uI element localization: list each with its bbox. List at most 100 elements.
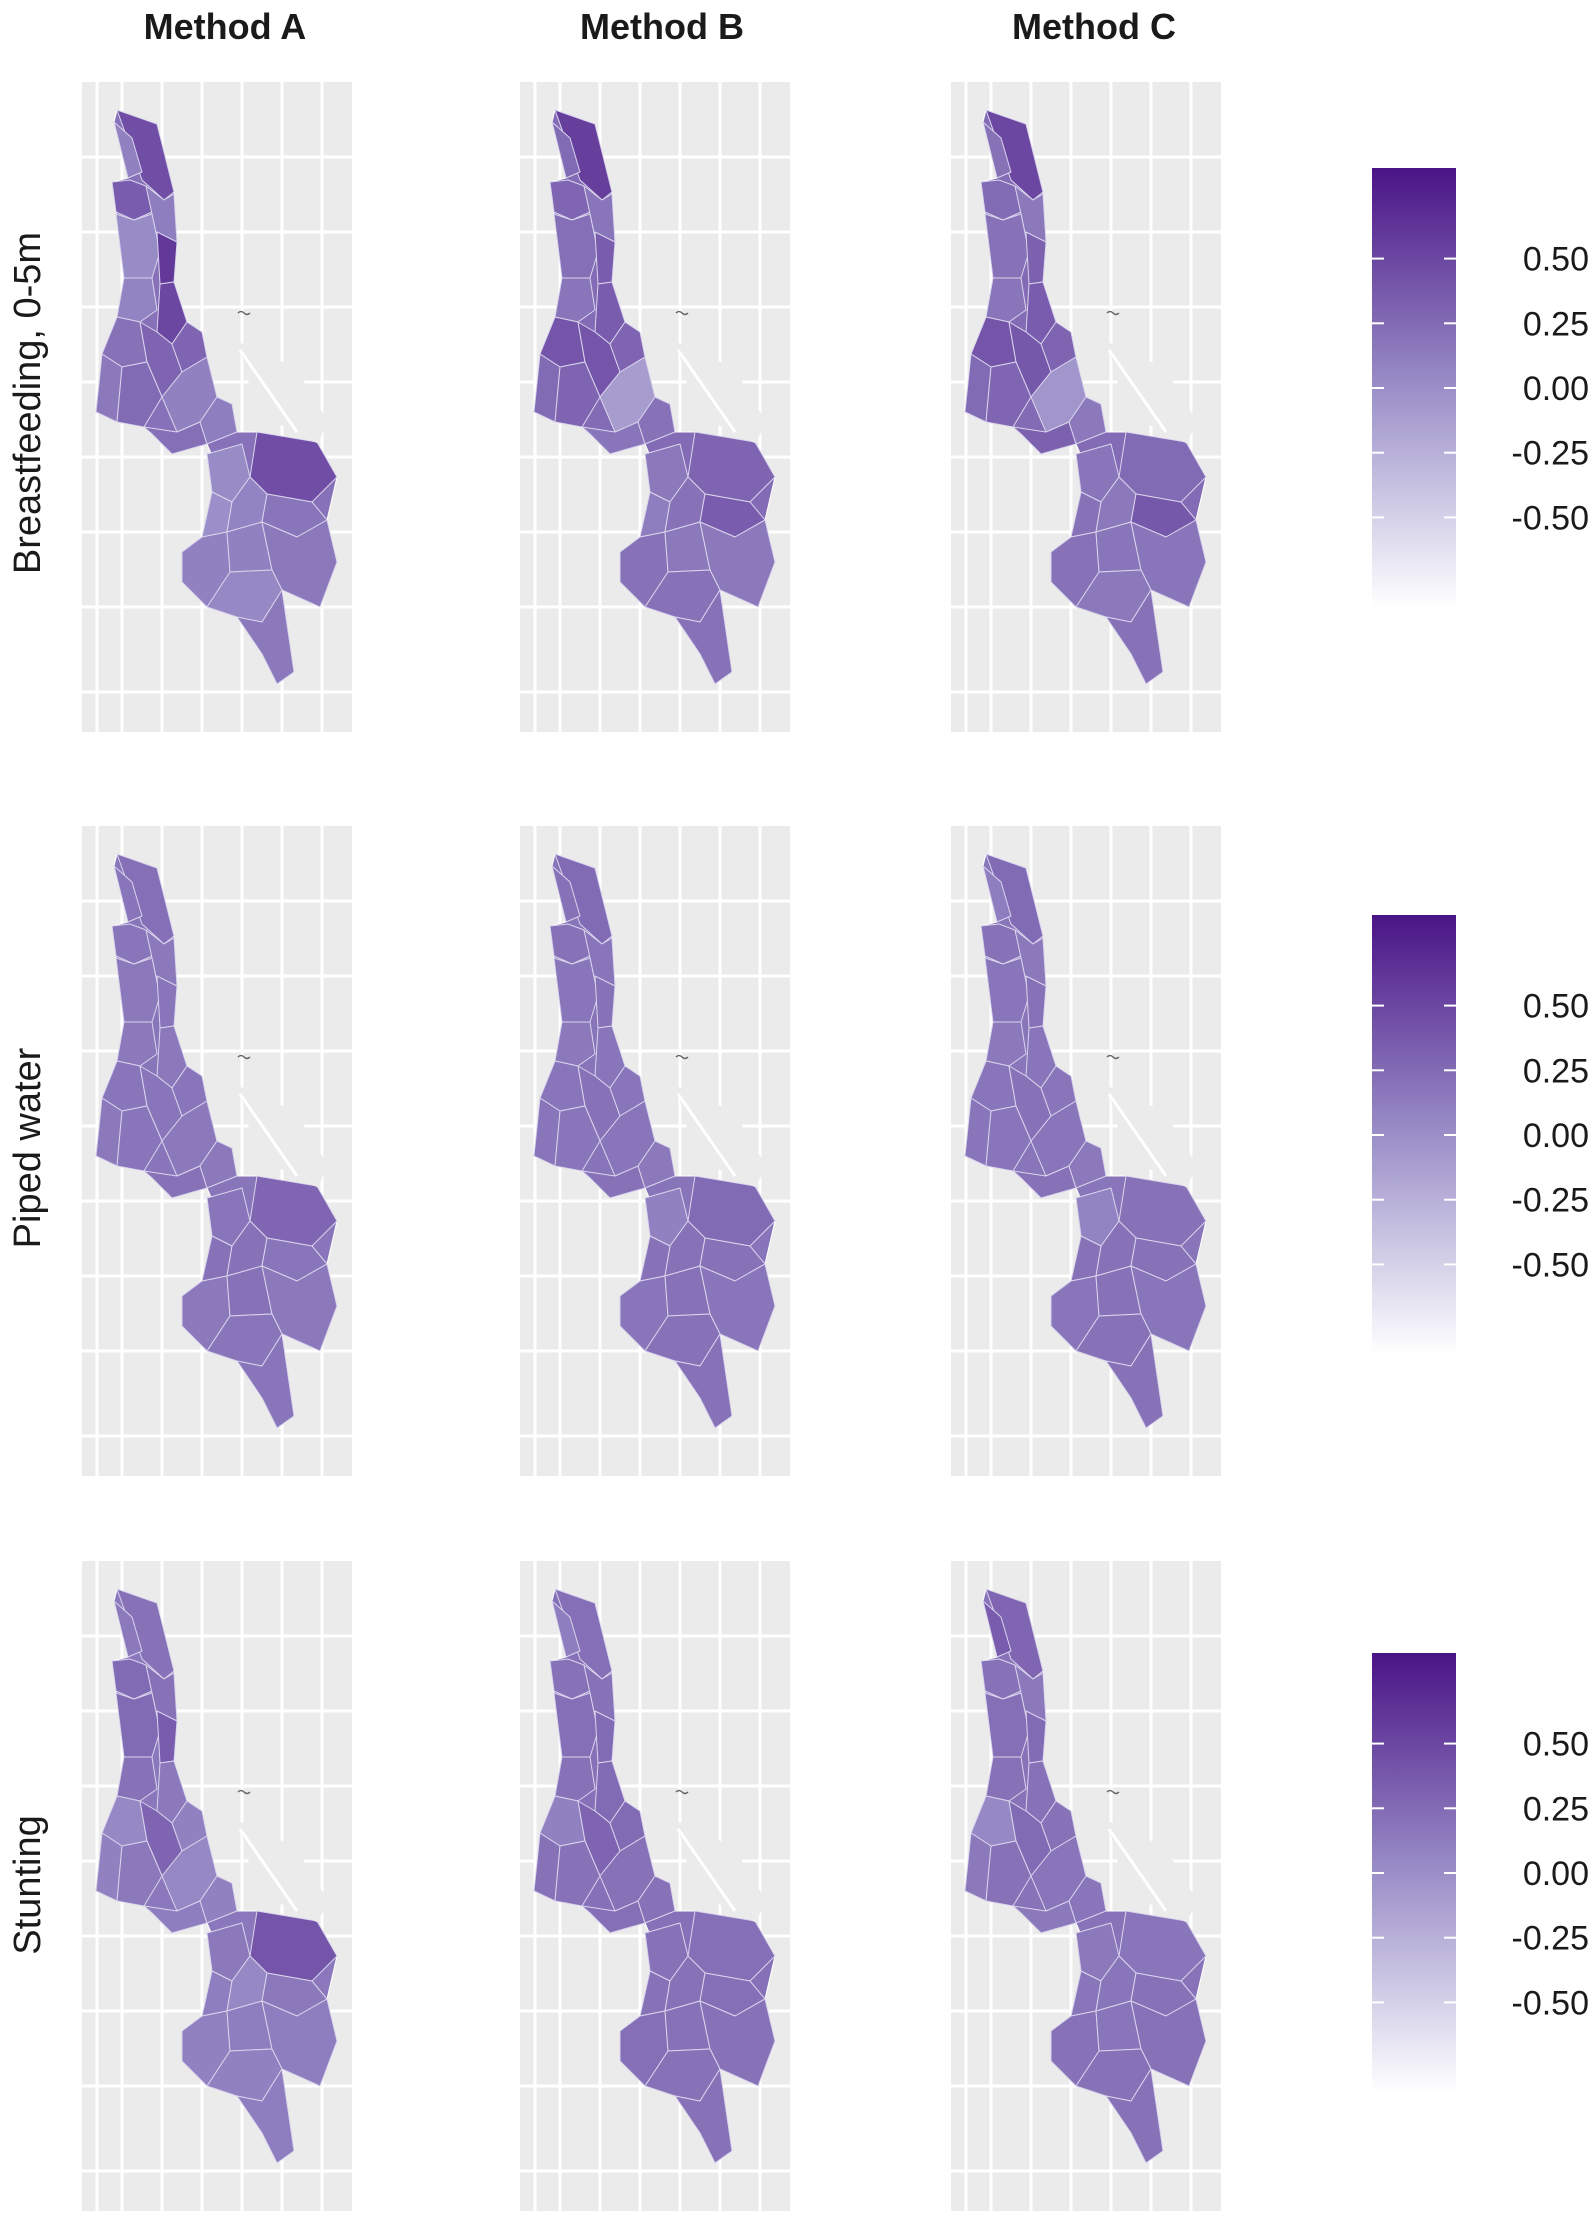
row-label-breastfeeding: Breastfeeding, 0-5m: [7, 232, 49, 574]
district-13: [985, 361, 1032, 428]
map-panel-r3-c3: [951, 1561, 1221, 2211]
gridline-segment: [1107, 1828, 1168, 1912]
colorbar-tick-label: 0.25: [1523, 1790, 1589, 1828]
district-11: [171, 1065, 208, 1117]
map-panel-r1-c3: [951, 82, 1221, 732]
colorbar: [1372, 168, 1456, 608]
district-5: [115, 957, 161, 1023]
district-2: [982, 121, 1012, 179]
district-26: [674, 589, 733, 685]
district-6: [554, 1756, 596, 1802]
district-26: [236, 1333, 295, 1429]
column-header-method-b: Method B: [580, 6, 744, 47]
district-11: [171, 1800, 208, 1852]
district-6: [116, 1021, 158, 1067]
colorbar-tick-label: 0.00: [1523, 370, 1589, 408]
district-6: [116, 277, 158, 323]
gridline-segment: [238, 1093, 299, 1177]
district-13: [554, 361, 601, 428]
district-16: [1068, 1875, 1107, 1924]
district-13: [985, 1840, 1032, 1907]
colorbar-tick-label: -0.50: [1512, 499, 1590, 537]
district-5: [553, 213, 599, 279]
district-26: [674, 2068, 733, 2164]
district-2: [551, 1600, 581, 1658]
column-header-method-c: Method C: [1012, 6, 1176, 47]
district-26: [1105, 1333, 1164, 1429]
district-6: [985, 1756, 1027, 1802]
colorbar-tick-label: -0.25: [1512, 435, 1590, 473]
district-11: [609, 321, 646, 373]
lake-area: [1107, 1086, 1198, 1188]
district-26: [1105, 589, 1164, 685]
gridline-segment: [1107, 349, 1168, 433]
district-16: [637, 396, 676, 445]
district-5: [553, 957, 599, 1023]
colorbar-tick-label: 0.50: [1523, 1726, 1589, 1764]
island-marker: [675, 1054, 689, 1060]
colorbar-tick-label: 0.50: [1523, 241, 1589, 279]
district-11: [609, 1065, 646, 1117]
map-panel-r2-c2: [520, 826, 790, 1476]
row-label-stunting: Stunting: [7, 1815, 49, 1954]
district-26: [236, 589, 295, 685]
lake-area: [238, 342, 329, 444]
lake-area: [676, 1821, 767, 1923]
district-11: [171, 321, 208, 373]
district-13: [116, 361, 163, 428]
district-26: [1105, 2068, 1164, 2164]
map-panel-r1-c2: [520, 82, 790, 732]
colorbar-tick-label: 0.00: [1523, 1117, 1589, 1155]
colorbar-legends: 0.50 0.25 0.00 -0.25 -0.50 0.50 0.25 0.00 -0.25 -…: [1372, 168, 1589, 2093]
colorbar-tick-label: -0.25: [1512, 1920, 1590, 1958]
colorbar: [1372, 915, 1456, 1355]
district-16: [199, 396, 238, 445]
district-11: [1040, 1800, 1077, 1852]
district-5: [984, 213, 1030, 279]
map-panel-r3-c2: [520, 1561, 790, 2211]
gridline-segment: [676, 1828, 737, 1912]
gridline-segment: [238, 1828, 299, 1912]
district-5: [553, 1692, 599, 1758]
district-2: [551, 865, 581, 923]
colorbar-legend-2: 0.50 0.25 0.00 -0.25 -0.50: [1372, 915, 1589, 1355]
map-panels: [82, 82, 1221, 2211]
district-6: [985, 1021, 1027, 1067]
district-13: [554, 1840, 601, 1907]
district-11: [1040, 321, 1077, 373]
island-marker: [237, 310, 251, 316]
district-13: [985, 1105, 1032, 1172]
lake-area: [676, 1086, 767, 1188]
colorbar-tick-label: 0.00: [1523, 1855, 1589, 1893]
district-16: [199, 1140, 238, 1189]
district-16: [637, 1140, 676, 1189]
district-2: [551, 121, 581, 179]
district-6: [554, 1021, 596, 1067]
district-16: [637, 1875, 676, 1924]
lake-area: [1107, 342, 1198, 444]
district-2: [113, 121, 143, 179]
row-label-piped-water: Piped water: [7, 1047, 49, 1248]
colorbar-tick-label: 0.25: [1523, 305, 1589, 343]
colorbar-legend-3: 0.50 0.25 0.00 -0.25 -0.50: [1372, 1653, 1589, 2093]
lake-area: [1107, 1821, 1198, 1923]
map-panel-r2-c1: [82, 826, 352, 1476]
district-11: [1040, 1065, 1077, 1117]
island-marker: [675, 1789, 689, 1795]
lake-area: [238, 1086, 329, 1188]
colorbar-tick-label: 0.50: [1523, 988, 1589, 1026]
colorbar-tick-label: -0.50: [1512, 1984, 1590, 2022]
district-13: [116, 1840, 163, 1907]
gridline-segment: [676, 349, 737, 433]
island-marker: [237, 1054, 251, 1060]
island-marker: [1106, 1054, 1120, 1060]
column-header-method-a: Method A: [144, 6, 307, 47]
district-16: [199, 1875, 238, 1924]
district-5: [984, 957, 1030, 1023]
colorbar-legend-1: 0.50 0.25 0.00 -0.25 -0.50: [1372, 168, 1589, 608]
district-13: [554, 1105, 601, 1172]
colorbar: [1372, 1653, 1456, 2093]
gridline-segment: [676, 1093, 737, 1177]
district-5: [115, 1692, 161, 1758]
